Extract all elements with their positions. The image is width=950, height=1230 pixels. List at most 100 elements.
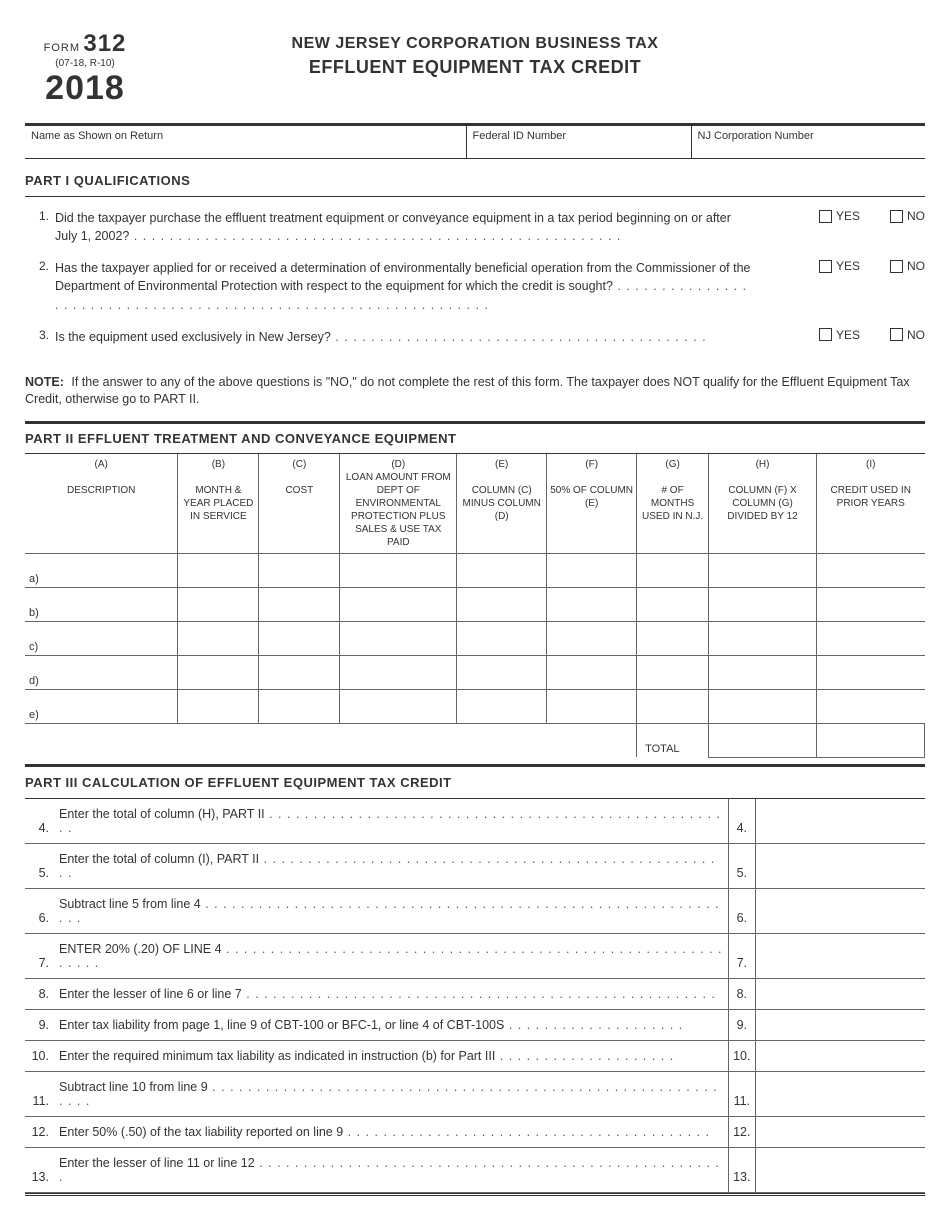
- line-number: 10.: [25, 1040, 55, 1071]
- name-field[interactable]: Name as Shown on Return: [25, 126, 466, 159]
- line-number: 7.: [25, 933, 55, 978]
- form-year: 2018: [25, 69, 145, 108]
- table-row: c): [25, 621, 925, 655]
- line-ref: 6.: [729, 888, 755, 933]
- identification-table: Name as Shown on Return Federal ID Numbe…: [25, 126, 925, 159]
- q3-text: Is the equipment used exclusively in New…: [55, 328, 755, 346]
- table-row: e): [25, 689, 925, 723]
- line-ref: 4.: [729, 799, 755, 844]
- line-amount[interactable]: [755, 978, 925, 1009]
- q2-text: Has the taxpayer applied for or received…: [55, 259, 755, 313]
- row-c-label: c): [25, 621, 178, 655]
- table-row: b): [25, 587, 925, 621]
- checkbox-icon: [819, 328, 832, 341]
- part3-line: 5.Enter the total of column (I), PART II…: [25, 843, 925, 888]
- name-label: Name as Shown on Return: [31, 130, 163, 142]
- q1-yes-checkbox[interactable]: YES: [819, 209, 860, 223]
- line-amount[interactable]: [755, 933, 925, 978]
- part1-note: NOTE: If the answer to any of the above …: [25, 374, 925, 409]
- total-i[interactable]: [817, 723, 925, 757]
- part2-heading: PART II EFFLUENT TREATMENT AND CONVEYANC…: [25, 431, 925, 446]
- line-amount[interactable]: [755, 1071, 925, 1116]
- line-amount[interactable]: [755, 1116, 925, 1147]
- line-ref: 8.: [729, 978, 755, 1009]
- line-number: 12.: [25, 1116, 55, 1147]
- row-a-label: a): [25, 553, 178, 587]
- q3-no-checkbox[interactable]: NO: [890, 328, 925, 342]
- part3-line: 13.Enter the lesser of line 11 or line 1…: [25, 1147, 925, 1192]
- q3-yes-checkbox[interactable]: YES: [819, 328, 860, 342]
- q1-text: Did the taxpayer purchase the effluent t…: [55, 209, 755, 245]
- q1-dots: . . . . . . . . . . . . . . . . . . . . …: [129, 229, 621, 243]
- q2-yes-checkbox[interactable]: YES: [819, 259, 860, 273]
- part3-line: 10.Enter the required minimum tax liabil…: [25, 1040, 925, 1071]
- checkbox-icon: [819, 210, 832, 223]
- form-number: 312: [83, 30, 126, 57]
- part2-rule-box: PART II EFFLUENT TREATMENT AND CONVEYANC…: [25, 421, 925, 454]
- line-ref: 5.: [729, 843, 755, 888]
- line-number: 8.: [25, 978, 55, 1009]
- nj-corp-label: NJ Corporation Number: [698, 130, 814, 142]
- checkbox-icon: [819, 260, 832, 273]
- table-row: a): [25, 553, 925, 587]
- nj-corp-field[interactable]: NJ Corporation Number: [691, 126, 925, 159]
- part1-questions: 1. Did the taxpayer purchase the effluen…: [25, 197, 925, 364]
- q1-no-checkbox[interactable]: NO: [890, 209, 925, 223]
- line-text: Enter the total of column (I), PART II .…: [55, 843, 729, 888]
- q3-dots: . . . . . . . . . . . . . . . . . . . . …: [331, 330, 707, 344]
- part3-line: 12.Enter 50% (.50) of the tax liability …: [25, 1116, 925, 1147]
- q3-number: 3.: [25, 328, 55, 342]
- form-number-box: FORM 312 (07-18, R-10) 2018: [25, 30, 145, 108]
- row-e-label: e): [25, 689, 178, 723]
- part3-heading: PART III CALCULATION OF EFFLUENT EQUIPME…: [25, 775, 925, 790]
- line-amount[interactable]: [755, 799, 925, 844]
- line-number: 13.: [25, 1147, 55, 1192]
- line-text: Enter the required minimum tax liability…: [55, 1040, 729, 1071]
- line-amount[interactable]: [755, 888, 925, 933]
- line-number: 4.: [25, 799, 55, 844]
- part3-line: 9.Enter tax liability from page 1, line …: [25, 1009, 925, 1040]
- line-amount[interactable]: [755, 1040, 925, 1071]
- federal-id-label: Federal ID Number: [473, 130, 567, 142]
- line-ref: 7.: [729, 933, 755, 978]
- line-amount[interactable]: [755, 1009, 925, 1040]
- part3-line: 6.Subtract line 5 from line 4 . . . . . …: [25, 888, 925, 933]
- form-header: FORM 312 (07-18, R-10) 2018 NEW JERSEY C…: [25, 30, 925, 108]
- q1-yesno: YES NO: [755, 209, 925, 225]
- total-label: TOTAL: [637, 723, 709, 757]
- q2-yesno: YES NO: [755, 259, 925, 275]
- line-text: Enter the lesser of line 6 or line 7 . .…: [55, 978, 729, 1009]
- total-row: TOTAL: [25, 723, 925, 757]
- line-number: 6.: [25, 888, 55, 933]
- part3-table: 4.Enter the total of column (H), PART II…: [25, 799, 925, 1193]
- line-text: ENTER 20% (.20) OF LINE 4 . . . . . . . …: [55, 933, 729, 978]
- title-line1: NEW JERSEY CORPORATION BUSINESS TAX: [145, 35, 805, 53]
- question-2: 2. Has the taxpayer applied for or recei…: [25, 259, 925, 313]
- table-row: d): [25, 655, 925, 689]
- line-ref: 12.: [729, 1116, 755, 1147]
- line-text: Enter the total of column (H), PART II .…: [55, 799, 729, 844]
- row-b-label: b): [25, 587, 178, 621]
- bottom-double-rule: [25, 1193, 925, 1198]
- q2-number: 2.: [25, 259, 55, 273]
- note-bold: NOTE:: [25, 375, 64, 389]
- federal-id-field[interactable]: Federal ID Number: [466, 126, 691, 159]
- line-amount[interactable]: [755, 843, 925, 888]
- part1-heading: PART I QUALIFICATIONS: [25, 173, 925, 188]
- total-h[interactable]: [709, 723, 817, 757]
- line-text: Subtract line 5 from line 4 . . . . . . …: [55, 888, 729, 933]
- q3-yesno: YES NO: [755, 328, 925, 344]
- line-amount[interactable]: [755, 1147, 925, 1192]
- question-1: 1. Did the taxpayer purchase the effluen…: [25, 209, 925, 245]
- line-text: Subtract line 10 from line 9 . . . . . .…: [55, 1071, 729, 1116]
- part2-header-row: (A)DESCRIPTION (B)MONTH & YEAR PLACED IN…: [25, 454, 925, 554]
- part2-table: (A)DESCRIPTION (B)MONTH & YEAR PLACED IN…: [25, 454, 925, 758]
- q2-no-checkbox[interactable]: NO: [890, 259, 925, 273]
- line-text: Enter the lesser of line 11 or line 12 .…: [55, 1147, 729, 1192]
- part2-body: a) b) c) d) e) TOTAL: [25, 553, 925, 757]
- checkbox-icon: [890, 328, 903, 341]
- question-3: 3. Is the equipment used exclusively in …: [25, 328, 925, 346]
- part3-line: 8.Enter the lesser of line 6 or line 7 .…: [25, 978, 925, 1009]
- line-ref: 11.: [729, 1071, 755, 1116]
- line-number: 9.: [25, 1009, 55, 1040]
